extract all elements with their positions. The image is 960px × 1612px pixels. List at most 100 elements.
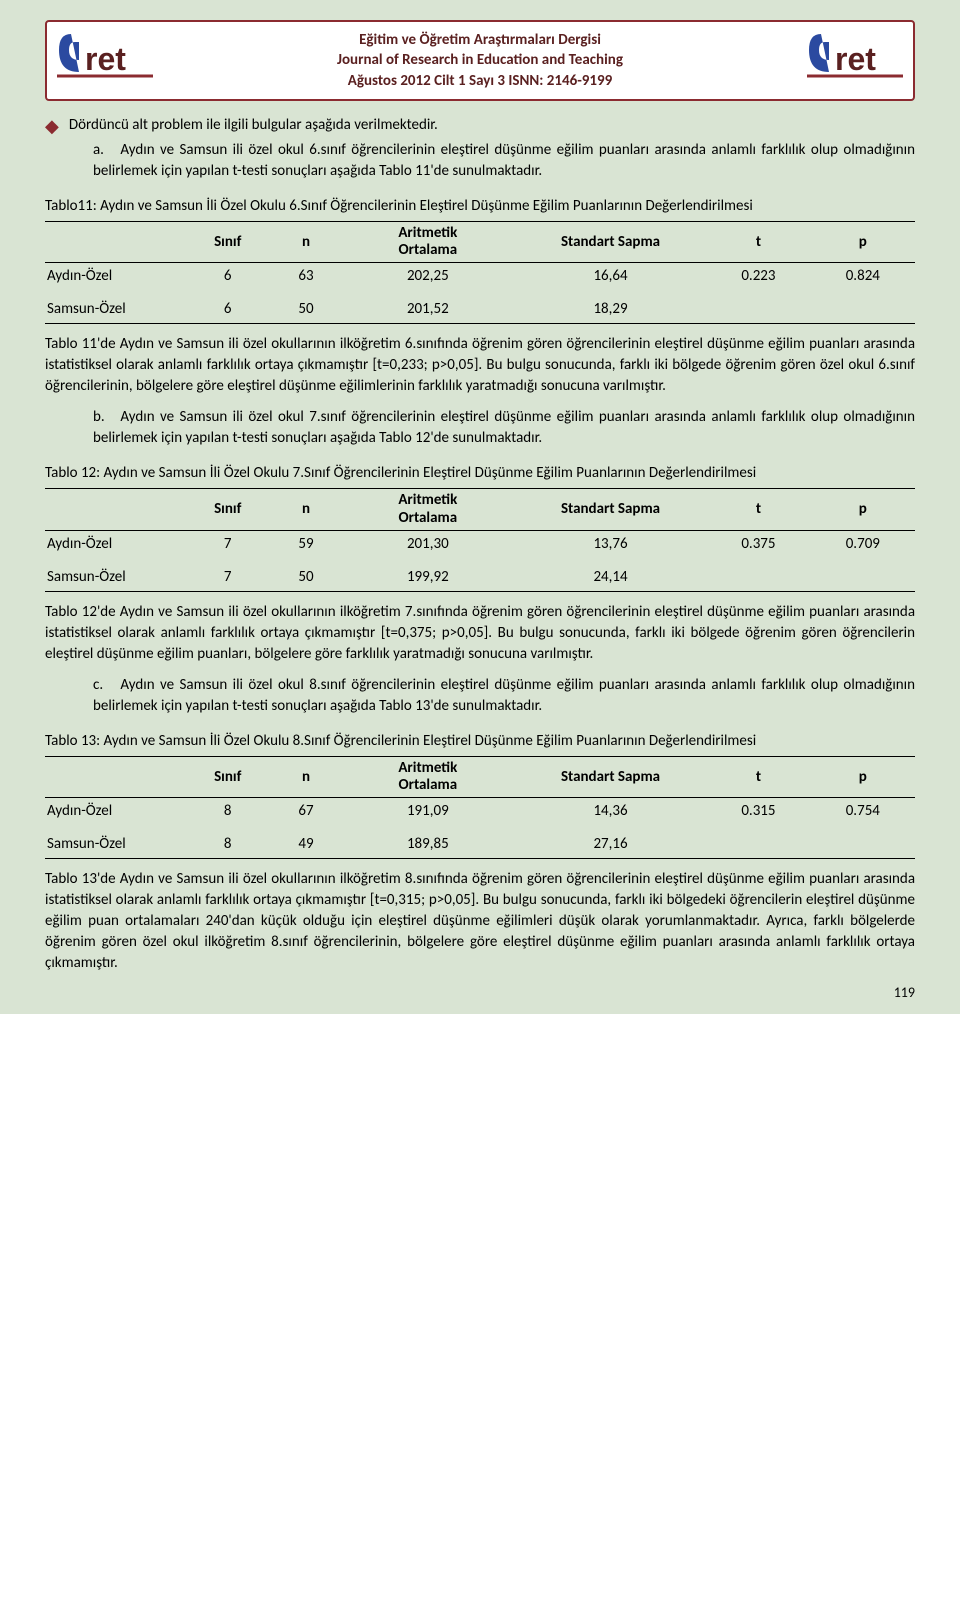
table-row: Samsun-Özel 6 50 201,52 18,29 [45, 296, 915, 324]
cell-t [706, 831, 810, 859]
th-blank [45, 489, 184, 531]
journal-header: ret Eğitim ve Öğretim Araştırmaları Derg… [45, 20, 915, 101]
table11-caption: Tablo11: Aydın ve Samsun İli Özel Okulu … [45, 196, 915, 217]
cell-label: Samsun-Özel [45, 564, 184, 592]
paragraph-t11: Tablo 11'de Aydın ve Samsun ili özel oku… [45, 334, 915, 397]
cell-p [811, 296, 915, 324]
table-row: Aydın-Özel 6 63 202,25 16,64 0.223 0.824 [45, 263, 915, 291]
cell-label: Aydın-Özel [45, 798, 184, 826]
cell-p [811, 564, 915, 592]
table-header-row: Sınıf n AritmetikOrtalama Standart Sapma… [45, 221, 915, 263]
page: ret Eğitim ve Öğretim Araştırmaları Derg… [0, 0, 960, 1014]
cell-sinif: 7 [184, 564, 271, 592]
cell-n: 49 [271, 831, 341, 859]
table13-caption: Tablo 13: Aydın ve Samsun İli Özel Okulu… [45, 731, 915, 752]
cell-label: Samsun-Özel [45, 831, 184, 859]
th-p: p [811, 489, 915, 531]
cell-t: 0.375 [706, 530, 810, 558]
table-header-row: Sınıf n AritmetikOrtalama Standart Sapma… [45, 756, 915, 798]
cell-p: 0.754 [811, 798, 915, 826]
cell-arit: 201,30 [341, 530, 515, 558]
table-row: Samsun-Özel 8 49 189,85 27,16 [45, 831, 915, 859]
cell-sinif: 6 [184, 296, 271, 324]
cell-arit: 191,09 [341, 798, 515, 826]
cell-t: 0.315 [706, 798, 810, 826]
cell-ss: 13,76 [515, 530, 706, 558]
journal-issue: Ağustos 2012 Cilt 1 Sayı 3 ISNN: 2146-91… [337, 71, 623, 91]
sub-b-text: Aydın ve Samsun ili özel okul 7.sınıf öğ… [93, 408, 915, 447]
page-number: 119 [894, 983, 915, 1003]
cell-n: 63 [271, 263, 341, 291]
cell-sinif: 7 [184, 530, 271, 558]
cell-ss: 18,29 [515, 296, 706, 324]
paragraph-t13: Tablo 13'de Aydın ve Samsun ili özel oku… [45, 869, 915, 974]
sub-item-b: b. Aydın ve Samsun ili özel okul 7.sınıf… [93, 407, 915, 449]
th-t: t [706, 221, 810, 263]
th-t: t [706, 756, 810, 798]
table-row: Aydın-Özel 8 67 191,09 14,36 0.315 0.754 [45, 798, 915, 826]
cell-t [706, 564, 810, 592]
table13: Sınıf n AritmetikOrtalama Standart Sapma… [45, 756, 915, 860]
table-row: Aydın-Özel 7 59 201,30 13,76 0.375 0.709 [45, 530, 915, 558]
th-aritmetik: AritmetikOrtalama [341, 756, 515, 798]
th-sinif: Sınıf [184, 489, 271, 531]
cell-p [811, 831, 915, 859]
sub-marker-a: a. [93, 140, 115, 161]
th-standart-sapma: Standart Sapma [515, 489, 706, 531]
bullet-icon: ◆ [45, 117, 59, 135]
cell-n: 50 [271, 564, 341, 592]
table-header-row: Sınıf n AritmetikOrtalama Standart Sapma… [45, 489, 915, 531]
cell-ss: 27,16 [515, 831, 706, 859]
cell-label: Aydın-Özel [45, 263, 184, 291]
th-blank [45, 756, 184, 798]
th-p: p [811, 221, 915, 263]
cell-sinif: 8 [184, 831, 271, 859]
cell-p: 0.709 [811, 530, 915, 558]
cell-arit: 189,85 [341, 831, 515, 859]
bullet-item: ◆ Dördüncü alt problem ile ilgili bulgul… [45, 115, 915, 136]
sub-marker-b: b. [93, 407, 115, 428]
table11: Sınıf n AritmetikOrtalama Standart Sapma… [45, 221, 915, 325]
th-n: n [271, 489, 341, 531]
journal-title-en: Journal of Research in Education and Tea… [337, 50, 623, 70]
table12-caption: Tablo 12: Aydın ve Samsun İli Özel Okulu… [45, 463, 915, 484]
th-t: t [706, 489, 810, 531]
cell-label: Aydın-Özel [45, 530, 184, 558]
sub-marker-c: c. [93, 675, 115, 696]
th-n: n [271, 221, 341, 263]
table12: Sınıf n AritmetikOrtalama Standart Sapma… [45, 488, 915, 592]
table-row: Samsun-Özel 7 50 199,92 24,14 [45, 564, 915, 592]
cell-arit: 202,25 [341, 263, 515, 291]
th-p: p [811, 756, 915, 798]
bullet-text: Dördüncü alt problem ile ilgili bulgular… [69, 115, 438, 136]
th-sinif: Sınıf [184, 221, 271, 263]
journal-title-block: Eğitim ve Öğretim Araştırmaları Dergisi … [337, 30, 623, 91]
th-standart-sapma: Standart Sapma [515, 756, 706, 798]
paragraph-t12: Tablo 12'de Aydın ve Samsun ili özel oku… [45, 602, 915, 665]
sub-a-text: Aydın ve Samsun ili özel okul 6.sınıf öğ… [93, 141, 915, 180]
journal-title-tr: Eğitim ve Öğretim Araştırmaları Dergisi [337, 30, 623, 50]
sub-item-a: a. Aydın ve Samsun ili özel okul 6.sınıf… [93, 140, 915, 182]
th-aritmetik: AritmetikOrtalama [341, 221, 515, 263]
sub-item-c: c. Aydın ve Samsun ili özel okul 8.sınıf… [93, 675, 915, 717]
cell-ss: 14,36 [515, 798, 706, 826]
th-aritmetik: AritmetikOrtalama [341, 489, 515, 531]
cell-n: 50 [271, 296, 341, 324]
th-standart-sapma: Standart Sapma [515, 221, 706, 263]
cell-t: 0.223 [706, 263, 810, 291]
logo-right: ret [805, 28, 905, 84]
cell-label: Samsun-Özel [45, 296, 184, 324]
logo-text: ret [835, 41, 876, 77]
cell-arit: 199,92 [341, 564, 515, 592]
cell-ss: 16,64 [515, 263, 706, 291]
cell-ss: 24,14 [515, 564, 706, 592]
cell-n: 67 [271, 798, 341, 826]
cell-arit: 201,52 [341, 296, 515, 324]
th-n: n [271, 756, 341, 798]
cell-sinif: 8 [184, 798, 271, 826]
th-sinif: Sınıf [184, 756, 271, 798]
cell-n: 59 [271, 530, 341, 558]
th-blank [45, 221, 184, 263]
cell-sinif: 6 [184, 263, 271, 291]
sub-c-text: Aydın ve Samsun ili özel okul 8.sınıf öğ… [93, 676, 915, 715]
